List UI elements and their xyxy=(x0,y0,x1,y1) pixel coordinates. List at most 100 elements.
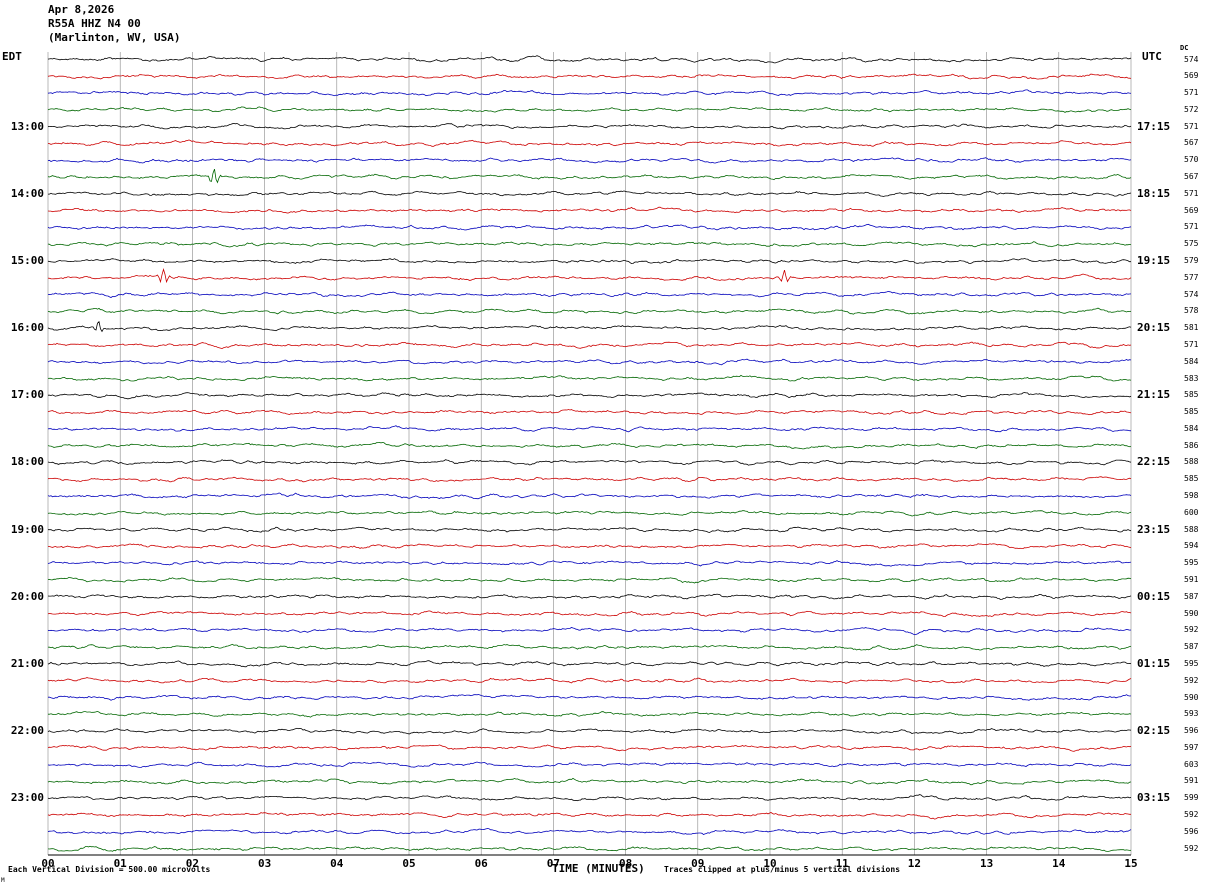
seismogram-trace xyxy=(47,258,1131,265)
x-axis-tick-label: 04 xyxy=(330,857,344,870)
seismogram-trace xyxy=(47,73,1132,80)
dc-value: 584 xyxy=(1184,356,1199,366)
dc-value: 590 xyxy=(1184,608,1199,618)
dc-value: 596 xyxy=(1184,826,1199,836)
seismogram-trace xyxy=(47,168,1132,184)
seismogram-trace xyxy=(47,425,1132,433)
station-label: R55A HHZ N4 00 xyxy=(48,17,141,30)
seismogram-trace xyxy=(47,643,1132,651)
seismogram-trace xyxy=(47,727,1132,735)
seismogram-trace xyxy=(47,139,1132,147)
seismogram-trace xyxy=(47,543,1132,550)
seismogram-trace xyxy=(48,710,1132,718)
dc-value: 587 xyxy=(1184,591,1199,601)
dc-value: 592 xyxy=(1184,675,1199,685)
date-label: Apr 8,2026 xyxy=(48,3,115,16)
x-axis-tick-label: 06 xyxy=(474,857,488,870)
dc-value: 579 xyxy=(1184,255,1199,265)
dc-value: 585 xyxy=(1184,390,1199,400)
seismogram-trace xyxy=(48,392,1132,400)
title-block: Apr 8,2026 R55A HHZ N4 00 (Marlinton, WV… xyxy=(48,3,180,45)
dc-value: 588 xyxy=(1184,457,1199,467)
scale-note: Each Vertical Division = 500.00 microvol… xyxy=(8,865,211,874)
seismogram-trace xyxy=(47,492,1132,500)
dc-value: 571 xyxy=(1184,222,1199,232)
seismogram-trace xyxy=(47,694,1132,701)
dc-value: 591 xyxy=(1184,776,1199,786)
seismogram-trace xyxy=(47,526,1132,533)
seismogram-trace xyxy=(47,794,1132,802)
seismogram-trace xyxy=(47,320,1132,333)
dc-column-label: DC xyxy=(1180,44,1189,52)
edt-hour-label: 16:00 xyxy=(10,321,44,335)
edt-hour-label: 17:00 xyxy=(10,388,44,402)
seismogram-trace xyxy=(47,341,1132,350)
seismogram-trace xyxy=(47,241,1132,248)
seismogram-trace xyxy=(47,610,1132,618)
right-timezone-label: UTC xyxy=(1142,50,1162,63)
dc-value: 584 xyxy=(1184,423,1199,433)
dc-value: 571 xyxy=(1184,188,1199,198)
seismogram-trace xyxy=(47,576,1132,584)
x-axis-tick-label: 01 xyxy=(113,857,127,870)
dc-value: 590 xyxy=(1184,692,1199,702)
seismogram-trace xyxy=(47,223,1132,231)
x-axis-tick-label: 11 xyxy=(835,857,849,870)
dc-value: 595 xyxy=(1184,658,1199,668)
dc-value: 571 xyxy=(1184,339,1199,349)
left-timezone-label: EDT xyxy=(2,50,22,63)
dc-value: 581 xyxy=(1184,323,1199,333)
edt-hour-label: 18:00 xyxy=(10,455,44,469)
seismogram-trace xyxy=(47,476,1132,483)
dc-value: 592 xyxy=(1184,625,1199,635)
seismogram-trace xyxy=(47,55,1132,64)
x-axis-tick-label: 12 xyxy=(907,857,922,870)
x-axis-tick-label: 15 xyxy=(1124,857,1138,870)
edt-hour-label: 20:00 xyxy=(10,589,44,603)
seismogram-trace xyxy=(47,777,1132,786)
dc-value: 592 xyxy=(1184,810,1199,820)
dc-value: 567 xyxy=(1184,138,1199,148)
utc-hour-label: 23:15 xyxy=(1137,522,1171,536)
seismogram-trace xyxy=(47,812,1131,820)
utc-hour-label: 20:15 xyxy=(1137,321,1171,335)
utc-hour-label: 18:15 xyxy=(1137,186,1171,200)
dc-value: 575 xyxy=(1184,239,1199,249)
edt-hour-label: 21:00 xyxy=(10,656,44,670)
utc-hour-label: 01:15 xyxy=(1137,656,1171,670)
seismogram-trace xyxy=(47,106,1132,113)
dc-value: 599 xyxy=(1184,793,1199,803)
x-axis-tick-label: 03 xyxy=(257,857,272,870)
seismogram-trace xyxy=(47,510,1132,517)
dc-value: 571 xyxy=(1184,88,1199,98)
utc-hour-label: 00:15 xyxy=(1137,589,1171,603)
utc-hour-label: 22:15 xyxy=(1137,455,1171,469)
x-axis-tick-label: 08 xyxy=(618,857,633,870)
dc-value: 587 xyxy=(1184,642,1199,652)
edt-hour-label: 15:00 xyxy=(10,253,44,267)
seismogram-trace xyxy=(47,828,1132,835)
clip-note: Traces clipped at plus/minus 5 vertical … xyxy=(664,865,901,874)
x-axis-tick-label: 09 xyxy=(691,857,705,870)
edt-hour-label: 14:00 xyxy=(10,186,44,200)
edt-hour-label: 13:00 xyxy=(10,119,44,133)
utc-hour-label: 03:15 xyxy=(1137,791,1171,805)
seismogram-trace xyxy=(47,307,1132,315)
x-axis-tick-label: 00 xyxy=(41,857,55,870)
dc-value: 583 xyxy=(1184,373,1199,383)
dc-value: 592 xyxy=(1184,843,1199,853)
dc-value: 585 xyxy=(1184,407,1199,417)
utc-hour-label: 02:15 xyxy=(1137,724,1171,738)
seismogram-trace xyxy=(47,744,1132,752)
seismogram-trace xyxy=(47,206,1132,214)
seismogram-trace xyxy=(47,761,1132,768)
utc-hour-label: 21:15 xyxy=(1137,388,1171,402)
seismogram-trace xyxy=(47,560,1132,567)
dc-value: 600 xyxy=(1184,507,1199,517)
dc-value: 572 xyxy=(1184,104,1199,114)
dc-value: 588 xyxy=(1184,524,1199,534)
seismogram-trace xyxy=(47,123,1132,130)
dc-value: 570 xyxy=(1184,155,1199,165)
seismogram-trace xyxy=(47,89,1132,97)
